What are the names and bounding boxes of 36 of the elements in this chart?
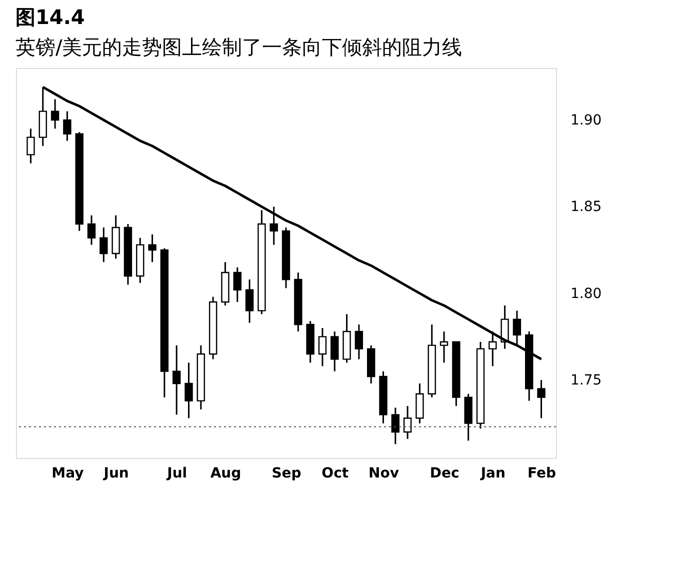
x-tick-label: Sep [272,466,302,482]
chart-subtitle: 英镑/美元的走势图上绘制了一条向下倾斜的阻力线 [16,35,462,59]
y-tick-label: 1.80 [570,286,602,302]
candlestick [148,234,156,263]
candlestick [233,266,242,303]
candlestick [87,214,96,246]
x-tick-label: Aug [210,466,242,482]
candlestick [318,327,327,367]
candlestick [270,206,278,246]
x-tick-label: Nov [368,466,399,482]
x-tick-label: Jun [102,466,129,482]
candlestick [403,405,412,440]
candlestick [500,304,509,350]
candlestick [172,344,181,416]
chart-title: 图14.4 [16,5,85,29]
y-tick-label: 1.90 [570,112,602,128]
candlestick [512,310,522,346]
candlestick [100,226,108,263]
x-tick-label: Oct [322,466,349,482]
y-tick-label: 1.75 [570,372,602,388]
x-tick-label: Dec [430,466,460,482]
y-tick-label: 1.85 [570,199,602,216]
x-tick-label: May [52,466,84,482]
x-tick-label: Jan [480,466,506,482]
x-tick-label: Feb [528,466,556,482]
candlestick [440,330,448,364]
candlestick [50,98,60,130]
candlestick [26,128,35,164]
candlestick [245,278,254,324]
candlestick [330,330,339,372]
candlestick [184,362,193,419]
candlestick [63,110,72,142]
candlestick [354,324,364,360]
candlestick [537,379,546,419]
x-tick-label: Jul [166,466,188,482]
candlestick [391,406,400,445]
